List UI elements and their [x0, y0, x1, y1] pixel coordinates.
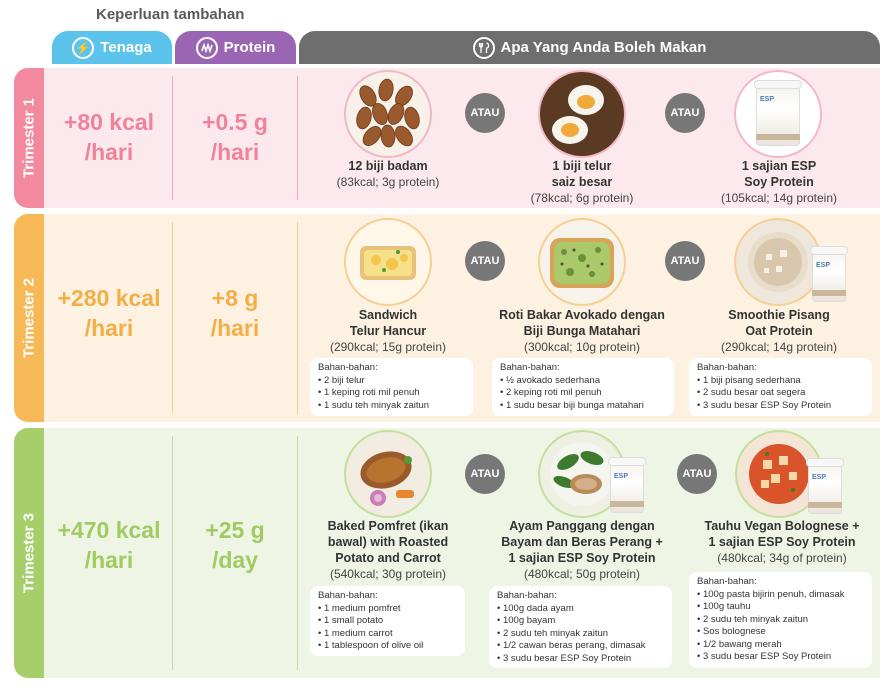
divider: [172, 436, 173, 670]
egg-image: [540, 72, 624, 156]
food-item-esp: 1 sajian ESP Soy Protein (105kcal; 14g p…: [720, 159, 838, 205]
egg-sandwich-image: [346, 220, 430, 304]
ingredients-box: Bahan-bahan: 100g dada ayam100g bayam2 s…: [489, 586, 672, 668]
esp-jar: ESP: [754, 80, 802, 146]
avocado-toast-image: [540, 220, 624, 304]
food-column-header: Apa Yang Anda Boleh Makan: [299, 31, 880, 64]
protein-icon: [195, 36, 218, 59]
trimester-1-tab: Trimester 1: [14, 68, 44, 208]
energy-value: +280 kcal/hari: [57, 285, 161, 341]
food-item-almonds: 12 biji badam (83kcal; 3g protein): [336, 159, 440, 189]
divider: [172, 222, 173, 414]
protein-column-header: Protein: [175, 31, 296, 64]
esp-soy-protein-image: ESP: [736, 72, 820, 156]
trimester-3-tab: Trimester 3: [14, 428, 44, 678]
ingredients-box: Bahan-bahan: 1 biji pisang sederhana2 su…: [689, 358, 872, 416]
food-item-egg-sandwich: Sandwich Telur Hancur (290kcal; 15g prot…: [329, 308, 447, 354]
energy-column-header: ⚡ Tenaga: [52, 31, 172, 64]
energy-value: +470 kcal/hari: [57, 517, 161, 573]
tofu-bolognese-image: [737, 432, 821, 516]
divider: [297, 436, 298, 670]
divider: [297, 222, 298, 414]
food-header-label: Apa Yang Anda Boleh Makan: [500, 39, 707, 56]
protein-value: +25 g/day: [205, 517, 265, 573]
divider: [172, 76, 173, 200]
food-item-tofu-bolognese: Tauhu Vegan Bolognese + 1 sajian ESP Soy…: [704, 519, 860, 565]
or-badge: ATAU: [465, 93, 505, 133]
ingredients-box: Bahan-bahan: 2 biji telur1 keping roti m…: [310, 358, 473, 416]
fork-spoon-icon: [472, 36, 495, 59]
food-item-baked-pomfret: Baked Pomfret (ikan bawal) with Roasted …: [327, 519, 449, 581]
baked-pomfret-image: [346, 432, 430, 516]
trimester-1-label: Trimester 1: [20, 97, 38, 179]
or-badge: ATAU: [465, 454, 505, 494]
protein-value: +8 g/hari: [210, 285, 260, 341]
extra-requirement-title: Keperluan tambahan: [96, 6, 245, 23]
trimester-2-tab: Trimester 2: [14, 214, 44, 422]
trimester-2-label: Trimester 2: [20, 277, 38, 359]
or-badge: ATAU: [665, 93, 705, 133]
ingredients-box: Bahan-bahan: 1 medium pomfret1 small pot…: [310, 586, 465, 656]
esp-jar: ESP: [806, 458, 844, 514]
lightning-icon: ⚡: [72, 36, 95, 59]
trimester-3-label: Trimester 3: [20, 512, 38, 594]
energy-header-label: Tenaga: [100, 39, 152, 56]
energy-value: +80 kcal/hari: [63, 109, 155, 165]
food-item-egg: 1 biji telur saiz besar (78kcal; 6g prot…: [530, 159, 634, 205]
or-badge: ATAU: [465, 241, 505, 281]
or-badge: ATAU: [677, 454, 717, 494]
esp-jar: ESP: [810, 246, 848, 302]
almonds-image: [346, 72, 430, 156]
food-item-avocado-toast: Roti Bakar Avokado dengan Biji Bunga Mat…: [499, 308, 665, 354]
banana-oat-smoothie-image: [736, 220, 820, 304]
divider: [297, 76, 298, 200]
protein-value: +0.5 g/hari: [202, 109, 268, 165]
or-badge: ATAU: [665, 241, 705, 281]
ingredients-box: Bahan-bahan: ½ avokado sederhana2 keping…: [492, 358, 674, 416]
food-item-smoothie: Smoothie Pisang Oat Protein (290kcal; 14…: [720, 308, 838, 354]
food-item-roast-chicken: Ayam Panggang dengan Bayam dan Beras Per…: [501, 519, 663, 581]
esp-jar: ESP: [608, 457, 646, 513]
protein-header-label: Protein: [223, 39, 276, 56]
trimester-1-row: [14, 68, 880, 208]
ingredients-box: Bahan-bahan: 100g pasta bijirin penuh, d…: [689, 572, 872, 668]
